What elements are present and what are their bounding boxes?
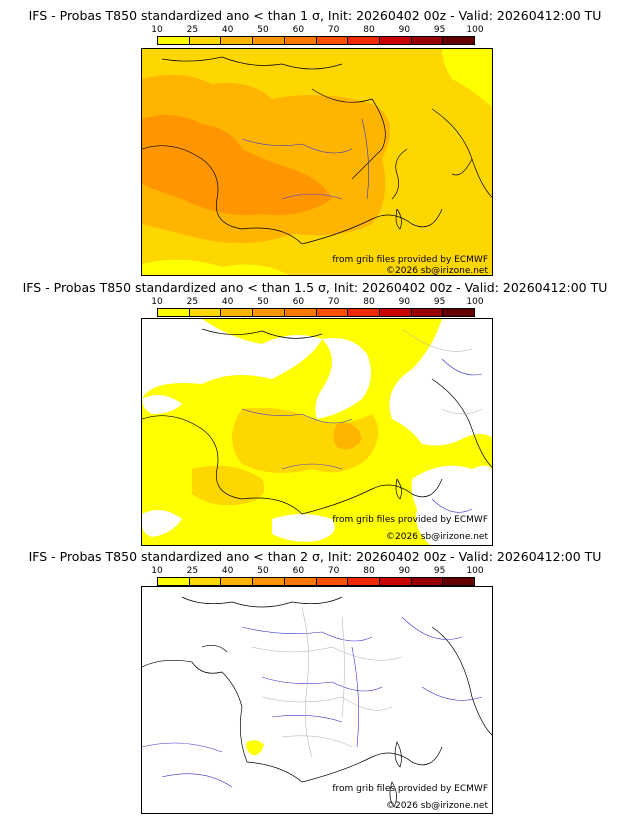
- legend-swatch: [316, 37, 349, 44]
- legend-bar: [157, 36, 475, 45]
- legend-swatch: [221, 309, 254, 316]
- legend-swatch: [379, 37, 412, 44]
- panel-title: IFS - Probas T850 standardized ano < tha…: [28, 549, 602, 564]
- legend-ticks: 10 25 40 50 60 70 80 90 95 100: [151, 297, 483, 307]
- probability-map: from grib files provided by ECMWF ©2026 …: [141, 586, 493, 814]
- legend-swatch: [443, 37, 475, 44]
- legend-swatch: [158, 578, 190, 585]
- copyright-label: ©2026 sb@irizone.net: [386, 266, 488, 276]
- data-source-label: from grib files provided by ECMWF: [332, 255, 488, 265]
- legend-tick-label: 10: [151, 566, 163, 576]
- legend-tick-label: 25: [186, 25, 199, 35]
- legend-swatch: [284, 37, 317, 44]
- legend-tick-label: 95: [433, 297, 446, 307]
- data-source-label: from grib files provided by ECMWF: [332, 515, 488, 525]
- legend-bar: [157, 308, 475, 317]
- legend-tick-label: 10: [151, 25, 163, 35]
- legend-swatch: [253, 37, 285, 44]
- legend-swatch: [443, 578, 475, 585]
- legend-tick-label: 100: [466, 297, 484, 307]
- panel-title: IFS - Probas T850 standardized ano < tha…: [22, 280, 608, 295]
- probability-map: from grib files provided by ECMWF ©2026 …: [141, 318, 493, 546]
- legend-tick-label: 40: [221, 566, 234, 576]
- legend-swatch: [411, 37, 444, 44]
- legend-swatch: [316, 309, 349, 316]
- map-graphic: [142, 49, 492, 275]
- legend-swatch: [379, 578, 412, 585]
- forecast-panel-3: IFS - Probas T850 standardized ano < tha…: [0, 549, 630, 828]
- legend-swatch: [221, 578, 254, 585]
- legend-swatch: [158, 309, 190, 316]
- legend-bar: [157, 577, 475, 586]
- legend-tick-label: 100: [466, 566, 484, 576]
- legend-tick-label: 70: [327, 25, 340, 35]
- legend-swatch: [284, 578, 317, 585]
- probability-map: from grib files provided by ECMWF ©2026 …: [141, 48, 493, 276]
- copyright-label: ©2026 sb@irizone.net: [386, 532, 488, 542]
- legend-tick-label: 90: [398, 566, 411, 576]
- legend-swatch: [253, 578, 285, 585]
- legend-swatch: [189, 309, 222, 316]
- legend-tick-label: 60: [292, 25, 305, 35]
- legend-tick-label: 95: [433, 566, 446, 576]
- legend-tick-label: 10: [151, 297, 163, 307]
- legend-tick-label: 40: [221, 297, 234, 307]
- legend-swatch: [189, 578, 222, 585]
- map-graphic: [142, 587, 492, 813]
- legend-tick-label: 95: [433, 25, 446, 35]
- legend-tick-label: 80: [363, 297, 375, 307]
- legend-tick-label: 100: [466, 25, 484, 35]
- fill-40-50: [333, 423, 362, 450]
- legend-tick-label: 25: [186, 566, 199, 576]
- legend-tick-label: 50: [257, 297, 269, 307]
- fill-50-60: [142, 115, 332, 215]
- color-legend: 10 25 40 50 60 70 80 90 95 100: [151, 297, 484, 319]
- legend-tick-label: 90: [398, 297, 411, 307]
- color-legend: 10 25 40 50 60 70 80 90 95 100: [151, 566, 484, 588]
- legend-tick-label: 80: [363, 25, 375, 35]
- legend-tick-label: 60: [292, 566, 305, 576]
- legend-swatch: [158, 37, 190, 44]
- legend-tick-label: 90: [398, 25, 411, 35]
- legend-swatch: [348, 37, 380, 44]
- copyright-label: ©2026 sb@irizone.net: [386, 801, 488, 811]
- forecast-panel-1: IFS - Probas T850 standardized ano < tha…: [0, 8, 630, 280]
- legend-swatch: [411, 309, 444, 316]
- legend-swatch: [221, 37, 254, 44]
- legend-tick-label: 70: [327, 297, 340, 307]
- legend-swatch: [189, 37, 222, 44]
- legend-tick-label: 40: [221, 25, 234, 35]
- forecast-panel-2: IFS - Probas T850 standardized ano < tha…: [0, 280, 630, 550]
- fill-10-25: [442, 49, 492, 108]
- legend-swatch: [348, 578, 380, 585]
- legend-ticks: 10 25 40 50 60 70 80 90 95 100: [151, 566, 483, 576]
- legend-tick-label: 60: [292, 297, 305, 307]
- legend-swatch: [443, 309, 475, 316]
- legend-swatch: [411, 578, 444, 585]
- panel-title: IFS - Probas T850 standardized ano < tha…: [28, 8, 602, 23]
- legend-tick-label: 50: [257, 566, 269, 576]
- data-source-label: from grib files provided by ECMWF: [332, 784, 488, 794]
- legend-swatch: [379, 309, 412, 316]
- legend-swatch: [316, 578, 349, 585]
- legend-swatch: [284, 309, 317, 316]
- legend-tick-label: 50: [257, 25, 269, 35]
- legend-swatch: [253, 309, 285, 316]
- legend-tick-label: 70: [327, 566, 340, 576]
- legend-tick-label: 25: [186, 297, 199, 307]
- fill-10-25: [246, 740, 264, 756]
- legend-tick-label: 80: [363, 566, 375, 576]
- color-legend: 10 25 40 50 60 70 80 90 95 100: [151, 25, 484, 47]
- legend-ticks: 10 25 40 50 60 70 80 90 95 100: [151, 25, 483, 35]
- map-graphic: [142, 319, 492, 545]
- legend-swatch: [348, 309, 380, 316]
